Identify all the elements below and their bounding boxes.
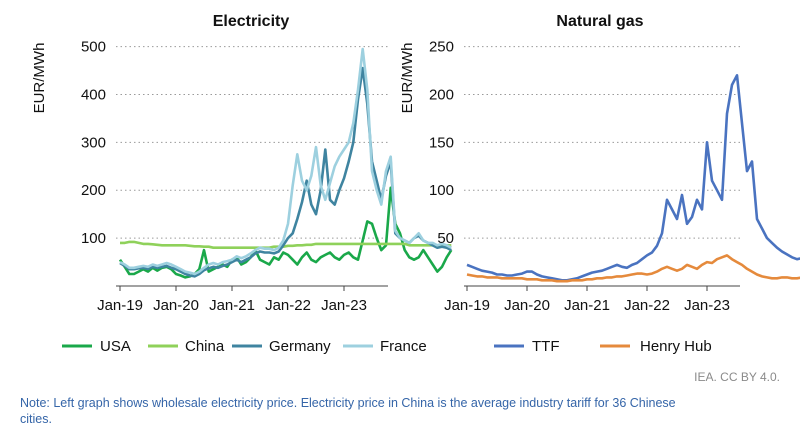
y-tick-label: 400 [81, 86, 106, 103]
series-line-china [120, 240, 452, 249]
y-tick-label: 200 [429, 86, 454, 103]
y-tick-label: 100 [81, 230, 106, 247]
x-tick-label: Jan-21 [564, 297, 610, 314]
y-tick-label: 200 [81, 182, 106, 199]
x-tick-label: Jan-23 [321, 297, 367, 314]
x-tick-label: Jan-19 [444, 297, 490, 314]
natural-gas-y-axis-label: EUR/MWh [399, 43, 416, 114]
y-tick-label: 250 [429, 39, 454, 56]
natural-gas-chart-title: Natural gas [556, 13, 643, 30]
electricity-legend: USA China Germany France [62, 338, 427, 355]
legend-label-france: France [380, 338, 427, 355]
x-tick-label: Jan-19 [97, 297, 143, 314]
legend-label-usa: USA [100, 338, 131, 355]
note-line-2: cities. [20, 412, 52, 426]
legend-label-germany: Germany [269, 338, 331, 355]
electricity-y-axis-label: EUR/MWh [31, 43, 48, 114]
x-tick-label: Jan-20 [153, 297, 199, 314]
series-line-france [119, 47, 452, 276]
y-tick-label: 50 [437, 230, 454, 247]
x-tick-label: Jan-23 [684, 297, 730, 314]
legend-label-henry-hub: Henry Hub [640, 338, 712, 355]
x-tick-label: Jan-22 [624, 297, 670, 314]
y-tick-label: 150 [429, 134, 454, 151]
electricity-chart-title: Electricity [213, 13, 290, 30]
natural-gas-chart: Natural gas EUR/MWh 50 100 150 200 250 Jan-1… [399, 13, 800, 314]
legend-label-ttf: TTF [532, 338, 560, 355]
natural-gas-legend: TTF Henry Hub [494, 338, 712, 355]
x-tick-label: Jan-21 [209, 297, 255, 314]
credit-text: IEA. CC BY 4.0. [694, 370, 780, 384]
series-line-ttf [466, 74, 800, 282]
electricity-chart: Electricity EUR/MWh 100 200 300 400 500 Jan-… [31, 13, 453, 314]
y-tick-label: 100 [429, 182, 454, 199]
series-line-henry-hub [466, 254, 800, 283]
x-tick-label: Jan-22 [265, 297, 311, 314]
note-line-1: Note: Left graph shows wholesale electri… [20, 396, 676, 410]
legend-label-china: China [185, 338, 225, 355]
y-tick-label: 300 [81, 134, 106, 151]
y-tick-label: 500 [81, 39, 106, 56]
x-tick-label: Jan-20 [504, 297, 550, 314]
